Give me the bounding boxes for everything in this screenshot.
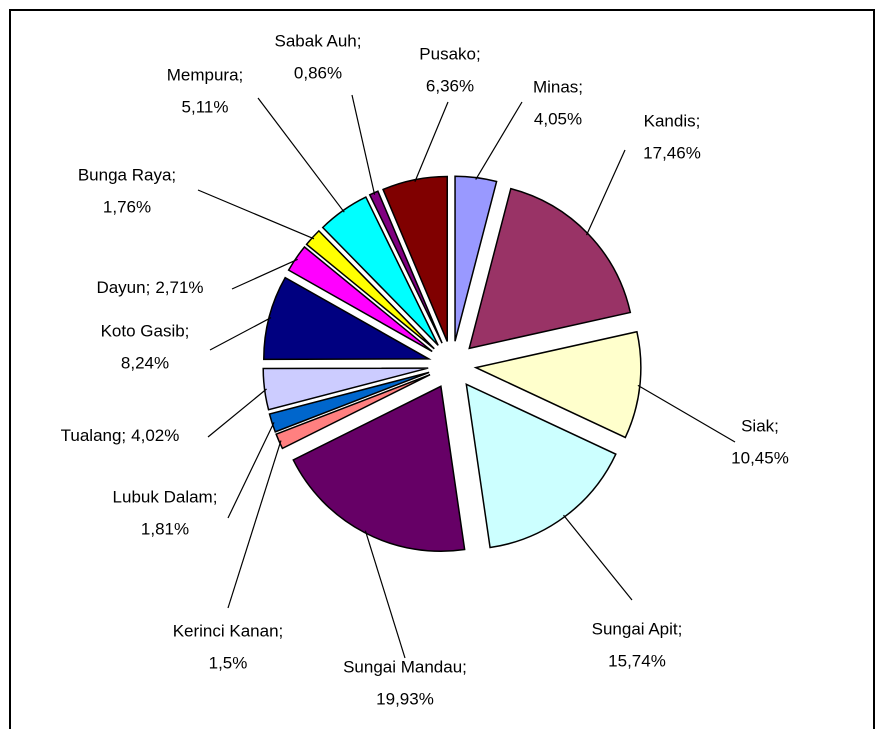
category-label: Dayun;: [96, 278, 150, 297]
pie-slice: [268, 371, 430, 433]
value-label: 15,74%: [608, 651, 666, 670]
leader-line: [227, 440, 282, 609]
leader-line: [351, 94, 376, 195]
pie-slice: [454, 175, 498, 342]
leader-line: [364, 530, 406, 659]
pie-slice: [287, 245, 433, 353]
category-label: Minas;: [533, 77, 583, 96]
value-label: 17,46%: [643, 143, 701, 162]
chart-frame: [9, 9, 875, 729]
leader-line: [197, 189, 315, 240]
category-label: Sungai Apit;: [592, 619, 683, 638]
data-label: Dayun; 2,71%: [96, 278, 203, 297]
leader-line: [231, 258, 298, 290]
category-label: Sabak Auh;: [275, 31, 362, 50]
pie-slice: [382, 175, 448, 342]
value-label: 1,76%: [103, 197, 151, 216]
category-label: Kandis;: [644, 111, 701, 130]
leader-line: [257, 97, 345, 213]
value-label: 10,45%: [731, 448, 789, 467]
category-label: Koto Gasib;: [101, 321, 190, 340]
pie-slice: [292, 385, 466, 552]
value-label: 8,24%: [121, 353, 169, 372]
category-label: Bunga Raya;: [78, 165, 176, 184]
leader-line: [585, 149, 626, 236]
pie-slice: [473, 330, 642, 439]
leader-line: [414, 101, 449, 182]
value-label: 6,36%: [426, 76, 474, 95]
value-label: 4,02%: [131, 426, 179, 445]
category-label: Lubuk Dalam;: [113, 487, 218, 506]
value-label: 19,93%: [376, 689, 434, 708]
leader-line: [207, 388, 267, 438]
pie-slice: [305, 229, 435, 350]
value-label: 5,11%: [182, 97, 229, 116]
value-label: 4,05%: [534, 109, 582, 128]
value-label: 2,71%: [155, 278, 203, 297]
category-label: Kerinci Kanan;: [173, 621, 284, 640]
value-label: 1,5%: [209, 653, 248, 672]
value-label: 1,81%: [141, 519, 189, 538]
category-label: Siak;: [741, 416, 779, 435]
category-label: Tualang;: [61, 426, 127, 445]
category-label: Pusako;: [419, 44, 480, 63]
pie-slice: [275, 373, 431, 450]
pie-slice: [262, 367, 429, 411]
leader-line: [475, 101, 523, 180]
leader-line: [637, 384, 736, 443]
category-label: Sungai Mandau;: [343, 657, 467, 676]
category-label: Mempura;: [167, 65, 244, 84]
value-label: 0,86%: [294, 63, 342, 82]
leader-line: [209, 317, 272, 351]
leader-line: [563, 514, 633, 601]
leader-line: [227, 422, 275, 519]
pie-slice: [468, 187, 632, 350]
data-label: Tualang; 4,02%: [61, 426, 180, 445]
pie-slice: [263, 276, 432, 361]
